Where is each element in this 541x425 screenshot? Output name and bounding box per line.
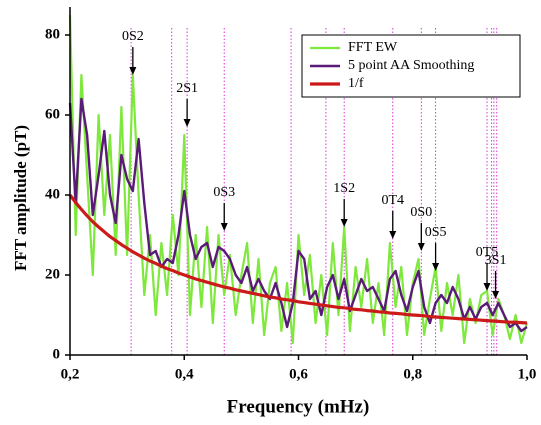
series-line (68, 194, 528, 325)
legend-label: 1/f (348, 76, 364, 91)
annotation-label: 1S2 (333, 181, 355, 196)
annotation-arrowhead (389, 231, 397, 239)
x-tick-label: 0,4 (175, 366, 194, 382)
y-tick-label: 60 (45, 106, 60, 122)
y-tick-label: 80 (45, 26, 60, 42)
annotation-label: 0S0 (410, 205, 432, 220)
annotation-arrowhead (129, 67, 137, 75)
annotation-arrowhead (483, 283, 491, 291)
y-tick-label: 20 (45, 266, 60, 282)
x-tick-label: 0,6 (289, 366, 308, 382)
series-line (68, 14, 529, 345)
annotation-arrowhead (417, 243, 425, 251)
annotation-arrowhead (432, 263, 440, 271)
annotation-arrowhead (492, 291, 500, 299)
y-tick-label: 40 (45, 186, 60, 202)
legend-label: FFT EW (348, 40, 398, 55)
annotation-label: 0T5 (476, 245, 499, 260)
y-axis-label: FFT amplitude (pT) (11, 125, 30, 271)
x-axis-label: Frequency (mHz) (227, 396, 370, 417)
y-tick-label: 0 (53, 346, 61, 362)
annotation-label: 2S1 (176, 81, 198, 96)
x-tick-label: 0,2 (61, 366, 80, 382)
x-tick-label: 0,8 (403, 366, 422, 382)
annotation-arrowhead (340, 219, 348, 227)
x-tick-label: 1,0 (518, 366, 537, 382)
annotation-arrowhead (220, 223, 228, 231)
series-line (68, 97, 528, 333)
annotation-arrowhead (183, 119, 191, 127)
annotation-label: 0S3 (213, 185, 235, 200)
annotation-label: 0T4 (381, 193, 404, 208)
annotation-label: 3S1 (485, 253, 507, 268)
annotation-label: 0S2 (122, 29, 144, 44)
legend-label: 5 point AA Smoothing (348, 58, 474, 73)
annotation-label: 0S5 (425, 225, 447, 240)
